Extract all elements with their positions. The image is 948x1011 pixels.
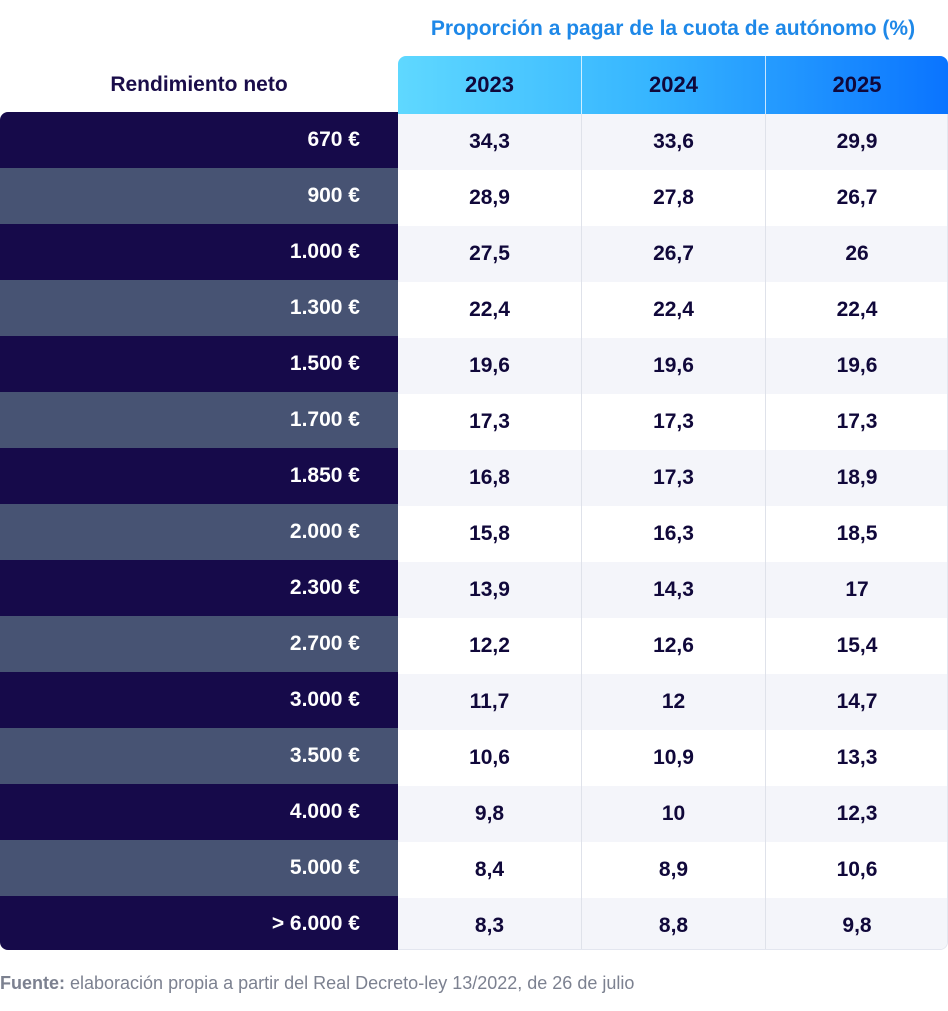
value-cell-2025: 17 xyxy=(845,578,869,601)
table-row: 12,2 12,6 15,4 xyxy=(398,618,947,674)
row-label: 1.700 € xyxy=(0,392,398,448)
value-cell-2023: 8,3 xyxy=(474,914,505,937)
value-cell-2025: 14,7 xyxy=(836,690,878,713)
value-cell-2024: 14,3 xyxy=(653,578,694,601)
value-cell-2023: 19,6 xyxy=(469,354,510,377)
row-label: 3.500 € xyxy=(0,728,398,784)
value-cell-2025: 18,9 xyxy=(836,466,878,489)
row-label: 1.000 € xyxy=(0,224,398,280)
table-row: 17,3 17,3 17,3 xyxy=(398,394,947,450)
value-cell-2024: 27,8 xyxy=(653,186,694,209)
row-label: 1.300 € xyxy=(0,280,398,336)
data-grid: 34,3 33,6 29,9 28,9 27,8 26,7 27,5 26,7 26 22,4 22… xyxy=(398,114,948,950)
row-label: 2.700 € xyxy=(0,616,398,672)
table-title: Proporción a pagar de la cuota de autóno… xyxy=(430,17,916,40)
value-cell-2025: 15,4 xyxy=(836,634,878,657)
value-cell-2024: 12,6 xyxy=(653,634,694,657)
value-cell-2024: 17,3 xyxy=(653,410,694,433)
table-row: 15,8 16,3 18,5 xyxy=(398,506,947,562)
value-cell-2024: 10 xyxy=(661,802,686,825)
value-cell-2024: 19,6 xyxy=(653,354,694,377)
column-divider xyxy=(765,114,766,949)
year-divider xyxy=(581,56,582,114)
value-cell-2023: 15,8 xyxy=(469,522,510,545)
year-divider xyxy=(765,56,766,114)
value-cell-2024: 8,9 xyxy=(658,858,689,881)
row-label: > 6.000 € xyxy=(0,896,398,950)
value-cell-2025: 18,5 xyxy=(836,522,878,545)
table-row: 16,8 17,3 18,9 xyxy=(398,450,947,506)
value-cell-2024: 26,7 xyxy=(653,242,694,265)
table-row: 8,4 8,9 10,6 xyxy=(398,842,947,898)
value-cell-2024: 10,9 xyxy=(653,746,694,769)
value-cell-2025: 26 xyxy=(845,242,869,265)
table-row: 8,3 8,8 9,8 xyxy=(398,898,947,949)
value-cell-2023: 12,2 xyxy=(469,634,510,657)
value-cell-2025: 12,3 xyxy=(836,802,878,825)
year-header-2023: 2023 xyxy=(465,72,514,97)
table-row: 13,9 14,3 17 xyxy=(398,562,947,618)
table-row: 34,3 33,6 29,9 xyxy=(398,114,947,170)
row-header-title: Rendimiento neto xyxy=(110,73,288,96)
table-row: 22,4 22,4 22,4 xyxy=(398,282,947,338)
row-label: 3.000 € xyxy=(0,672,398,728)
value-cell-2024: 17,3 xyxy=(653,466,694,489)
value-cell-2025: 22,4 xyxy=(836,298,878,321)
value-cell-2025: 17,3 xyxy=(836,410,878,433)
row-label: 900 € xyxy=(0,168,398,224)
source-text: elaboración propia a partir del Real Dec… xyxy=(65,973,635,993)
value-cell-2023: 22,4 xyxy=(469,298,510,321)
value-cell-2024: 8,8 xyxy=(658,914,689,937)
row-label-column: 670 €900 €1.000 €1.300 €1.500 €1.700 €1.… xyxy=(0,112,398,950)
value-cell-2024: 22,4 xyxy=(653,298,694,321)
table-row: 27,5 26,7 26 xyxy=(398,226,947,282)
value-cell-2023: 28,9 xyxy=(469,186,510,209)
table-row: 11,7 12 14,7 xyxy=(398,674,947,730)
value-cell-2025: 19,6 xyxy=(836,354,878,377)
value-cell-2023: 16,8 xyxy=(469,466,510,489)
table-row: 19,6 19,6 19,6 xyxy=(398,338,947,394)
value-cell-2023: 17,3 xyxy=(469,410,510,433)
value-cell-2023: 11,7 xyxy=(469,690,510,713)
row-label: 4.000 € xyxy=(0,784,398,840)
year-header-2025: 2025 xyxy=(832,72,882,97)
value-cell-2024: 12 xyxy=(661,690,686,713)
value-cell-2023: 27,5 xyxy=(469,242,510,265)
table-row: 9,8 10 12,3 xyxy=(398,786,947,842)
year-header-2024: 2024 xyxy=(649,72,698,97)
value-cell-2023: 13,9 xyxy=(469,578,510,601)
value-cell-2024: 16,3 xyxy=(653,522,694,545)
row-label: 1.500 € xyxy=(0,336,398,392)
value-cell-2025: 26,7 xyxy=(836,186,878,209)
row-label: 2.000 € xyxy=(0,504,398,560)
value-cell-2023: 9,8 xyxy=(474,802,505,825)
value-cell-2025: 13,3 xyxy=(836,746,878,769)
row-label: 5.000 € xyxy=(0,840,398,896)
row-label: 670 € xyxy=(0,112,398,168)
row-label: 1.850 € xyxy=(0,448,398,504)
value-cell-2025: 29,9 xyxy=(836,130,878,153)
value-cell-2023: 8,4 xyxy=(474,858,505,881)
value-cell-2025: 9,8 xyxy=(842,914,872,937)
row-label: 2.300 € xyxy=(0,560,398,616)
value-cell-2024: 33,6 xyxy=(653,130,694,153)
source-note: Fuente: elaboración propia a partir del … xyxy=(0,968,634,998)
value-cell-2023: 10,6 xyxy=(469,746,510,769)
value-cell-2025: 10,6 xyxy=(836,858,878,881)
year-header: 2023 2024 2025 xyxy=(398,56,948,114)
column-divider xyxy=(581,114,582,949)
table-row: 10,6 10,9 13,3 xyxy=(398,730,947,786)
value-cell-2023: 34,3 xyxy=(469,130,510,153)
table-row: 28,9 27,8 26,7 xyxy=(398,170,947,226)
source-label: Fuente: xyxy=(0,973,65,993)
